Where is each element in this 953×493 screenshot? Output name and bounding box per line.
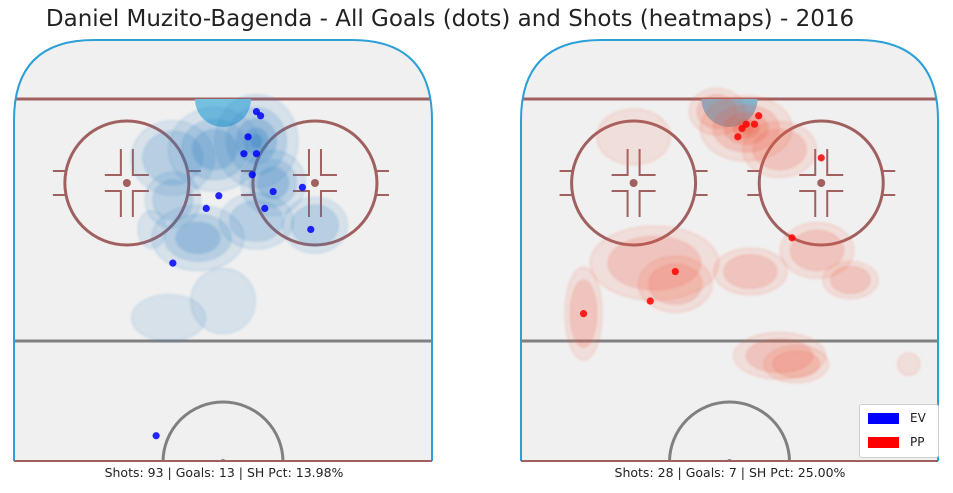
hashmark-l: [826, 190, 844, 217]
density-contour: [648, 263, 703, 305]
shot-heatmap: [564, 88, 921, 384]
goal-dot: [742, 120, 750, 128]
rink-boards: [520, 39, 939, 461]
ev-stats-caption: Shots: 93 | Goals: 13 | SH Pct: 13.98%: [104, 465, 344, 480]
density-contour: [772, 350, 820, 378]
goal-dot: [298, 183, 307, 191]
legend-item-pp: PP: [868, 435, 924, 449]
density-contour: [830, 266, 871, 294]
density-contour: [175, 221, 221, 254]
rink-markings: [14, 97, 432, 461]
legend-label-pp: PP: [910, 435, 925, 449]
goal-dot: [755, 112, 763, 120]
hashmark-l: [319, 149, 337, 176]
rink-pp: [520, 39, 939, 462]
legend-swatch-pp: [868, 437, 899, 448]
center-circle: [668, 400, 791, 461]
hashmark-l: [799, 149, 817, 176]
goal-dot: [817, 154, 825, 162]
goal-dot: [579, 310, 588, 318]
goal-dot: [202, 204, 210, 212]
goal-dot: [169, 259, 177, 267]
goal-dot: [307, 225, 315, 234]
density-contour: [137, 210, 167, 249]
legend-label-ev: EV: [910, 411, 926, 425]
goal-dot: [671, 267, 679, 276]
goal-dot: [215, 192, 223, 200]
density-contour: [291, 204, 339, 246]
density-contour: [131, 294, 206, 342]
chart-title: Daniel Muzito-Bagenda - All Goals (dots)…: [45, 6, 855, 32]
density-contour: [897, 352, 921, 376]
density-contour: [596, 108, 671, 165]
goal-dot: [734, 133, 742, 141]
density-contour: [250, 134, 263, 148]
faceoff-dot: [122, 179, 131, 187]
goal-dot: [152, 432, 160, 440]
goal-dot: [257, 112, 265, 120]
density-contour: [790, 230, 844, 271]
rink-ev: [13, 39, 433, 462]
faceoff-dot: [817, 179, 826, 187]
density-contour: [752, 129, 807, 170]
hashmark-l: [799, 190, 817, 217]
goal-dot: [788, 234, 796, 242]
density-contour: [723, 254, 778, 289]
pp-stats-caption: Shots: 28 | Goals: 7 | SH Pct: 25.00%: [614, 465, 846, 480]
legend-item-ev: EV: [868, 411, 926, 425]
density-contour: [152, 179, 194, 221]
goal-dot: [269, 187, 277, 196]
hashmark-l: [104, 149, 122, 176]
hashmark-l: [131, 190, 149, 217]
hashmark-l: [826, 149, 844, 176]
faceoff-dot: [310, 179, 319, 187]
goal-dot: [244, 133, 252, 141]
goal-dot: [646, 297, 654, 305]
center-circle: [161, 400, 285, 461]
density-contour: [229, 200, 284, 242]
hashmark-l: [104, 190, 122, 217]
density-contour: [696, 94, 738, 129]
hashmark-l: [638, 190, 656, 217]
faceoff-hashmarks: [747, 149, 896, 217]
goal-dot: [261, 204, 269, 212]
goal-dot: [252, 150, 261, 158]
shot-heatmap: [131, 94, 348, 342]
goal-dot: [248, 171, 256, 179]
goal-dot: [750, 120, 759, 128]
goal-dot: [240, 150, 248, 158]
legend: EV PP: [859, 404, 939, 458]
rink-boards: [13, 39, 433, 461]
faceoff-dot: [629, 179, 638, 187]
legend-swatch-ev: [868, 413, 899, 424]
hashmark-l: [611, 190, 629, 217]
